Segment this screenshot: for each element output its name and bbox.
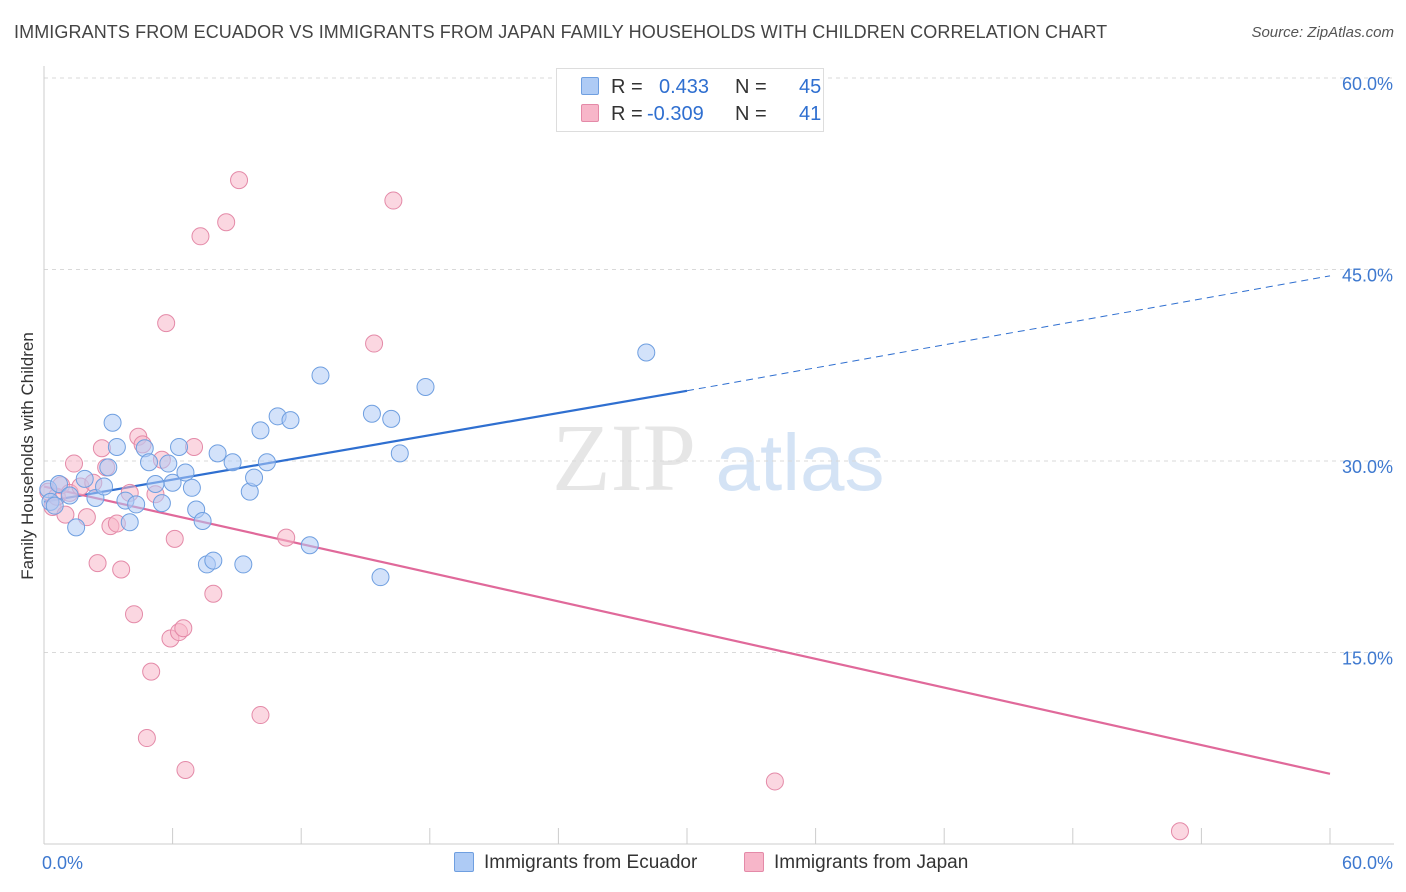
ecuador-point	[103, 413, 122, 432]
series-ecuador-points	[39, 343, 656, 587]
y-tick-label: 30.0%	[1342, 457, 1393, 477]
japan-point	[251, 706, 270, 725]
legend-label-japan: Immigrants from Japan	[774, 852, 969, 873]
stats-swatch-japan	[581, 104, 599, 122]
r-value: -0.309	[647, 103, 704, 125]
japan-point	[384, 191, 403, 210]
stats-swatch-ecuador	[581, 77, 599, 95]
japan-point	[165, 529, 184, 548]
watermark-zip: ZIP	[552, 404, 696, 511]
x-tick-label: 60.0%	[1342, 853, 1393, 873]
ecuador-point	[176, 463, 195, 482]
series-japan-points	[39, 171, 1189, 841]
ecuador-point	[67, 518, 86, 537]
ecuador-point	[204, 551, 223, 570]
axes	[43, 66, 1394, 845]
y-tick-label: 60.0%	[1342, 74, 1393, 94]
ecuador-point	[60, 486, 79, 505]
y-tick-label: 45.0%	[1342, 266, 1393, 286]
ecuador-point	[107, 437, 126, 456]
ecuador-point	[257, 453, 276, 472]
ecuador-point	[75, 469, 94, 488]
japan-point	[137, 729, 156, 748]
ecuador-point	[159, 454, 178, 473]
ecuador-point	[120, 513, 139, 532]
ecuador-point	[371, 568, 390, 587]
japan-point	[204, 584, 223, 603]
japan-point	[765, 772, 784, 791]
watermark-atlas: atlas	[716, 418, 885, 507]
x-tick-label: 0.0%	[42, 853, 83, 873]
japan-point	[142, 662, 161, 681]
ecuador-point	[245, 468, 264, 487]
ecuador-point	[193, 512, 212, 531]
ecuador-point	[223, 453, 242, 472]
chart-title: IMMIGRANTS FROM ECUADOR VS IMMIGRANTS FR…	[14, 22, 1108, 42]
n-label: N =	[735, 103, 767, 125]
ecuador-point	[382, 409, 401, 428]
ecuador-point	[208, 444, 227, 463]
japan-point	[365, 334, 384, 353]
japan-point	[277, 528, 296, 547]
japan-point	[217, 213, 236, 232]
tick-labels: 15.0% 30.0% 45.0% 60.0% 0.0% 60.0%	[42, 74, 1393, 873]
n-value: 45	[799, 76, 822, 98]
japan-point	[112, 560, 131, 579]
ecuador-point	[300, 536, 319, 555]
ecuador-point	[637, 343, 656, 362]
japan-point	[88, 554, 107, 573]
r-label: R =	[611, 103, 643, 125]
ecuador-point	[95, 477, 114, 496]
japan-point	[174, 619, 193, 638]
ecuador-point	[146, 474, 165, 493]
japan-point	[65, 454, 84, 473]
stats-box: R = 0.433 N = 45 R = -0.309 N = 41	[556, 68, 824, 132]
trendline-ecuador-extension	[686, 275, 1331, 392]
ecuador-point	[416, 377, 435, 396]
legend-item-ecuador[interactable]: Immigrants from Ecuador	[454, 852, 697, 876]
ecuador-point	[234, 555, 253, 574]
ecuador-point	[170, 437, 189, 456]
ecuador-point	[140, 453, 159, 472]
japan-point	[230, 171, 249, 190]
japan-point	[191, 227, 210, 246]
legend-label-ecuador: Immigrants from Ecuador	[484, 852, 698, 873]
ecuador-point	[152, 494, 171, 513]
legend-item-japan[interactable]: Immigrants from Japan	[744, 852, 968, 876]
r-value: 0.433	[659, 76, 710, 98]
japan-point	[185, 437, 204, 456]
r-label: R =	[611, 76, 643, 98]
ecuador-point	[311, 366, 330, 385]
ecuador-point	[182, 478, 201, 497]
n-label: N =	[735, 76, 767, 98]
source-credit: Source: ZipAtlas.com	[1251, 24, 1394, 41]
ecuador-point	[50, 474, 69, 493]
y-tick-label: 15.0%	[1342, 649, 1393, 669]
ecuador-point	[163, 473, 182, 492]
legend-swatch-japan	[744, 852, 764, 873]
japan-point	[157, 314, 176, 333]
trendline-japan	[43, 485, 1331, 775]
trend-lines	[43, 275, 1331, 775]
ecuador-point	[45, 496, 64, 515]
ecuador-point	[99, 458, 118, 477]
ecuador-point	[251, 421, 270, 440]
legend-swatch-ecuador	[454, 852, 474, 873]
watermark: ZIP atlas	[552, 404, 884, 511]
ecuador-point	[127, 495, 146, 514]
ecuador-point	[281, 411, 300, 430]
japan-point	[125, 605, 144, 624]
ecuador-point	[362, 404, 381, 423]
japan-point	[1170, 822, 1189, 841]
n-value: 41	[799, 103, 822, 125]
japan-point	[92, 439, 111, 458]
japan-point	[176, 760, 195, 779]
ecuador-point	[390, 444, 409, 463]
